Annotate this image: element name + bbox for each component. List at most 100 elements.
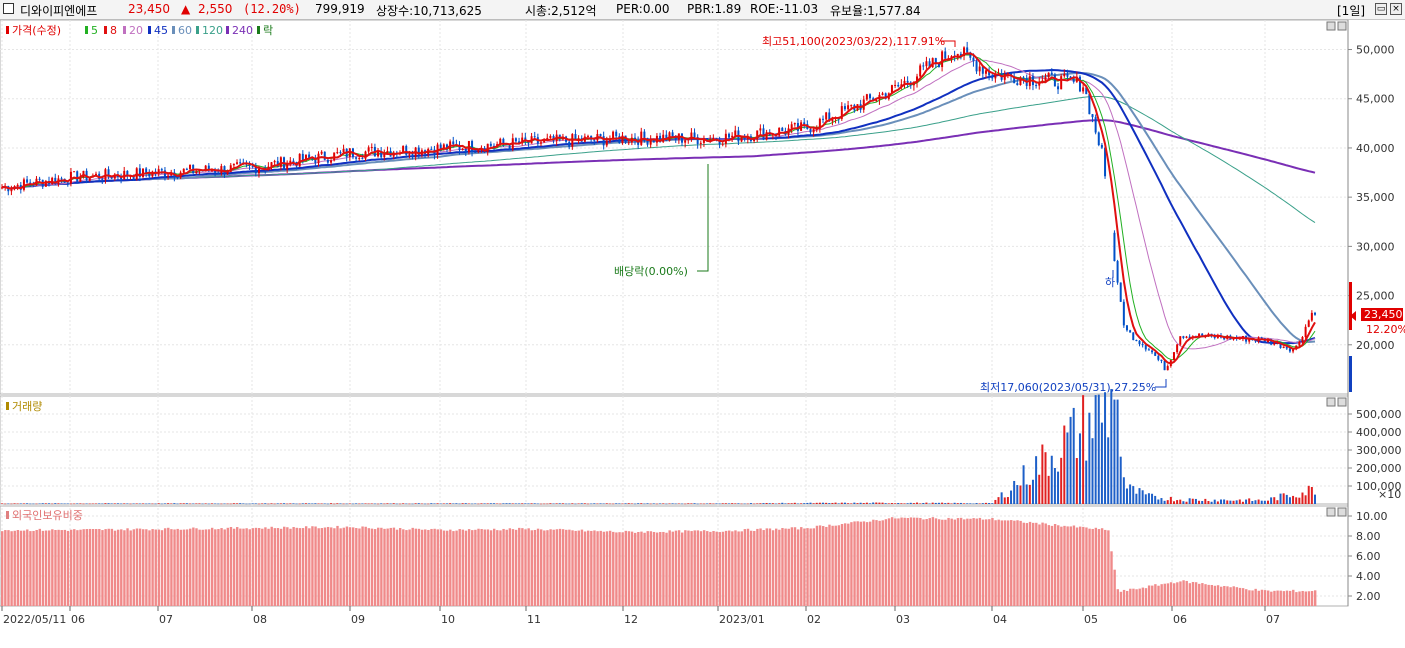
volume-bar <box>959 502 962 504</box>
foreign-ratio-bar <box>1132 588 1135 606</box>
foreign-ratio-bar <box>1160 584 1163 606</box>
foreign-ratio-bar <box>336 525 339 606</box>
candle-body <box>1279 342 1282 348</box>
stock-chart[interactable]: 50,000 45,000 40,000 35,000 30,000 25,000 20,0… <box>0 19 1405 648</box>
foreign-ratio-bar <box>756 528 759 606</box>
volume-bar <box>85 503 88 505</box>
foreign-ratio-bar <box>897 518 900 606</box>
foreign-ratio-bar <box>524 529 527 606</box>
foreign-panel-close-icon[interactable] <box>1337 507 1347 517</box>
foreign-ratio-bar <box>621 532 624 606</box>
candle-body <box>1094 117 1097 133</box>
volume-bar <box>1047 475 1050 504</box>
foreign-ratio-bar <box>734 530 737 606</box>
volume-bar <box>1057 471 1060 504</box>
volume-bar <box>464 503 467 504</box>
volume-panel-close-icon[interactable] <box>1337 397 1347 407</box>
volume-bar <box>941 502 944 504</box>
volume-bar <box>60 503 63 504</box>
volume-bar <box>167 503 170 504</box>
foreign-ratio-bar <box>417 528 421 606</box>
stock-name[interactable]: 디와이피엔에프 <box>20 4 98 18</box>
foreign-ratio-bar <box>922 519 925 606</box>
volume-bar <box>1257 499 1260 504</box>
volume-bar <box>467 503 470 505</box>
candle-body <box>1147 349 1150 351</box>
volume-bar <box>433 503 436 504</box>
candle-body <box>1151 350 1154 353</box>
candle-body <box>289 160 292 165</box>
foreign-ratio-bar <box>649 531 653 606</box>
ma45-swatch <box>148 26 151 34</box>
candle-body <box>445 144 448 150</box>
volume-bar <box>48 503 51 504</box>
foreign-ratio-bar <box>82 529 85 606</box>
foreign-ratio-bar <box>1260 589 1264 606</box>
price-panel-close-icon[interactable] <box>1337 21 1347 31</box>
foreign-ratio-bar <box>659 532 662 606</box>
candle-body <box>1301 337 1304 342</box>
foreign-ratio-bar <box>1057 525 1060 606</box>
foreign-ratio-bar <box>737 531 740 606</box>
volume-bar <box>580 503 583 504</box>
foreign-ratio-bar <box>151 529 154 606</box>
candle-body <box>756 130 759 140</box>
volume-bar <box>853 502 856 504</box>
candle-body <box>615 131 618 137</box>
foreign-panel-min-icon[interactable] <box>1326 507 1336 517</box>
foreign-ratio-bar <box>721 531 725 606</box>
foreign-ratio-bar <box>715 531 718 606</box>
candle-body <box>605 140 608 146</box>
volume-bar <box>753 503 756 505</box>
volume-bar <box>1082 395 1085 504</box>
foreign-ratio-bar <box>577 530 580 606</box>
volume-bar <box>1201 500 1204 504</box>
candle-body <box>1075 76 1078 82</box>
foreign-ratio-bar <box>571 530 574 606</box>
foreign-ratio-bar <box>116 529 120 606</box>
foreign-ratio-bar <box>458 529 461 606</box>
candle-body <box>847 105 850 110</box>
legend-foreign: 외국인보유비중 <box>12 509 83 522</box>
foreign-ratio-bar <box>304 526 308 606</box>
candle-body <box>1176 344 1179 353</box>
volume-bar <box>775 503 778 505</box>
foreign-ratio-bar <box>593 530 596 606</box>
foreign-ratio-bar <box>1031 522 1035 606</box>
volume-bar <box>1169 496 1172 504</box>
candle-body <box>1160 359 1163 362</box>
close-icon[interactable]: × <box>1390 3 1402 15</box>
candle-body <box>937 63 940 68</box>
foreign-ratio-bar <box>590 530 593 606</box>
foreign-ratio-bar <box>884 519 888 606</box>
foreign-ratio-bar <box>348 527 352 606</box>
foreign-ratio-bar <box>1078 526 1082 606</box>
foreign-ratio-bar <box>13 530 16 606</box>
foreign-ratio-bar <box>1307 591 1311 606</box>
volume-bar <box>543 503 546 505</box>
volume-bar <box>624 503 627 504</box>
candle-body <box>1304 326 1307 338</box>
select-checkbox[interactable] <box>3 3 14 14</box>
volume-bar <box>1025 484 1028 504</box>
x-tick-label: 02 <box>807 613 821 626</box>
volume-bar <box>818 502 821 504</box>
period-selector[interactable]: [1일] <box>1337 4 1366 18</box>
foreign-ratio-bar <box>358 528 361 606</box>
volume-bar <box>1166 500 1169 504</box>
volume-bar <box>389 503 392 505</box>
maximize-icon[interactable]: ▭ <box>1375 3 1387 15</box>
candle-body <box>163 170 166 177</box>
price-panel-min-icon[interactable] <box>1326 21 1336 31</box>
volume-bar <box>1223 499 1226 504</box>
candle-body <box>543 139 546 143</box>
candle-body <box>142 168 145 177</box>
foreign-ratio-bar <box>189 528 192 606</box>
volume-bar <box>16 503 19 505</box>
foreign-ratio-bar <box>687 530 690 606</box>
volume-panel-min-icon[interactable] <box>1326 397 1336 407</box>
volume-bar <box>1097 394 1100 504</box>
foreign-ratio-bar <box>326 526 330 606</box>
volume-bar <box>1176 500 1179 504</box>
foreign-ratio-bar <box>549 529 552 606</box>
